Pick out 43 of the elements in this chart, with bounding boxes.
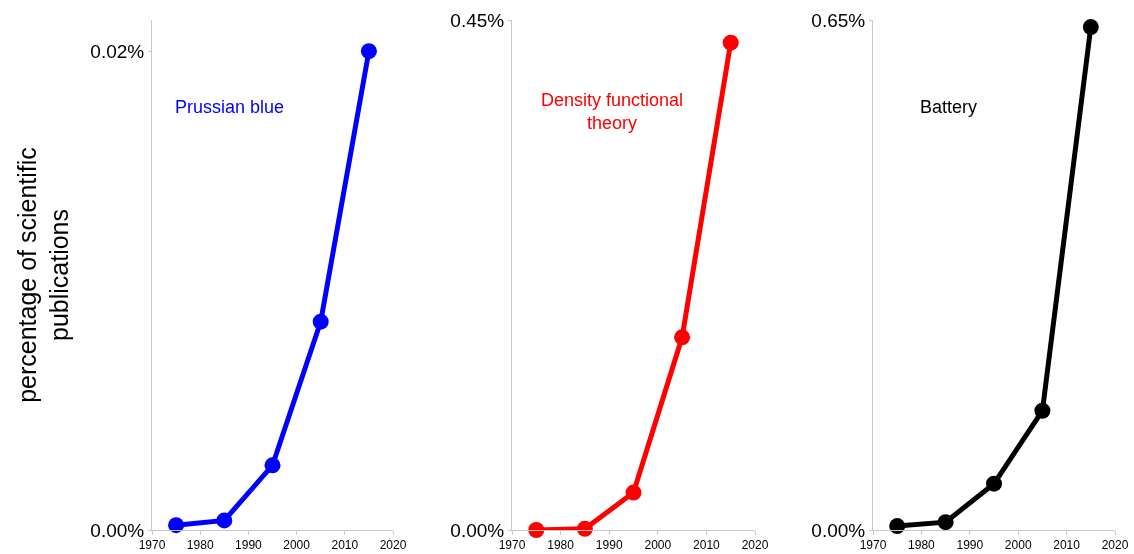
y-tick-label: 0.45%	[450, 9, 505, 31]
point	[1082, 19, 1099, 36]
y-tick-label: 0.00%	[450, 519, 505, 541]
x-tick-label: 2010	[331, 538, 359, 553]
x-tick-label: 2020	[1101, 538, 1129, 553]
x-tick-label: 2010	[693, 538, 721, 553]
point	[528, 522, 545, 538]
x-tick-label: 2020	[379, 538, 407, 553]
point	[576, 520, 593, 537]
x-tick-label: 1990	[235, 538, 263, 553]
point	[889, 518, 906, 535]
x-tick-label: 2000	[1004, 538, 1032, 553]
point	[312, 313, 329, 330]
point	[1034, 402, 1051, 419]
point	[360, 43, 377, 60]
y-tick-label: 0.02%	[90, 40, 145, 62]
x-tick-label: 2000	[644, 538, 672, 553]
point	[937, 514, 954, 531]
x-tick-label: 1970	[859, 538, 887, 553]
x-tick-label: 1970	[498, 538, 526, 553]
x-tick-label: 1970	[138, 538, 166, 553]
x-tick-label: 1980	[186, 538, 214, 553]
text: Prussian blue	[175, 97, 285, 117]
point	[625, 484, 642, 501]
x-tick-label: 1980	[547, 538, 575, 553]
point	[168, 517, 185, 534]
point	[264, 457, 281, 474]
point	[674, 329, 691, 346]
point	[216, 512, 233, 529]
y-tick-label: 0.00%	[90, 519, 145, 541]
y-axis-title: percentage of scientific publications	[12, 147, 74, 403]
y-tick-label: 0.00%	[811, 519, 866, 541]
point	[986, 475, 1002, 492]
x-tick-label: 1990	[956, 538, 984, 553]
text: Battery	[920, 97, 978, 117]
x-tick-label: 1980	[908, 538, 936, 553]
y-tick-label: 0.65%	[811, 9, 866, 31]
x-tick-label: 2020	[741, 538, 769, 553]
x-tick-label: 2000	[283, 538, 311, 553]
x-tick-label: 1990	[595, 538, 623, 553]
x-tick-label: 2010	[1053, 538, 1081, 553]
series-label: Density functional theory	[541, 90, 684, 134]
point	[722, 34, 739, 51]
